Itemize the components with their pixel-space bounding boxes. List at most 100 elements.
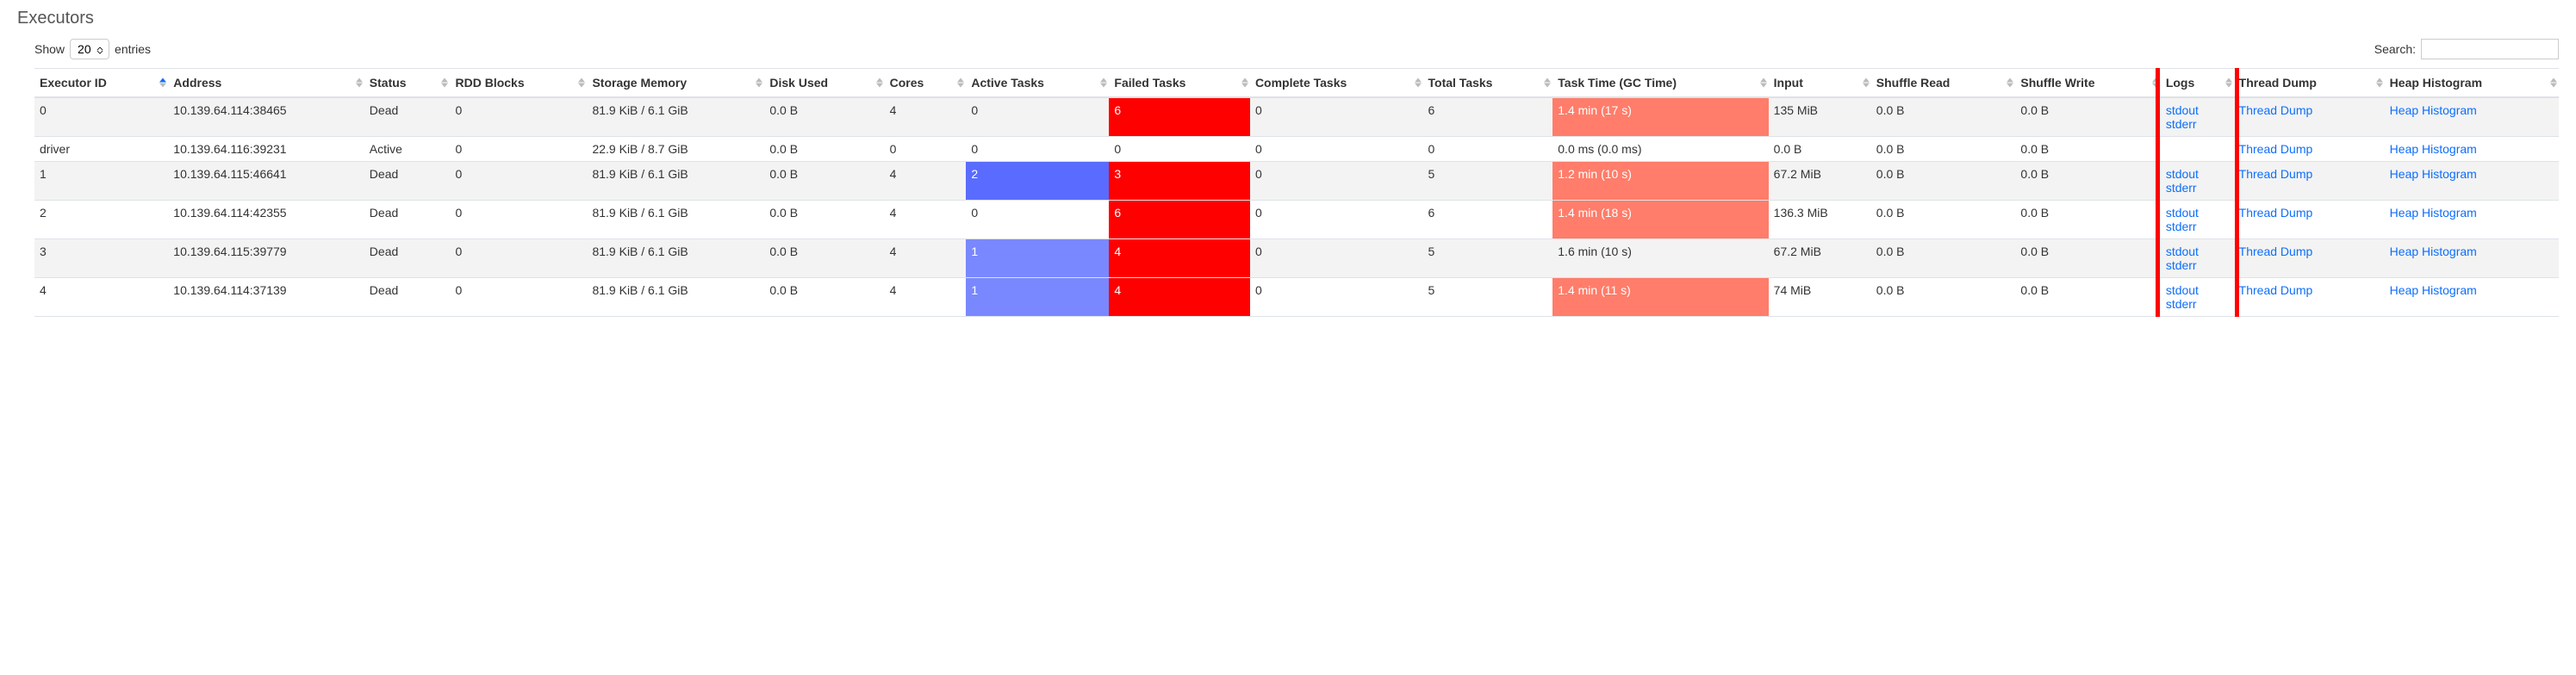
cell-shuffle_read: 0.0 B bbox=[1871, 162, 2016, 201]
sort-icon bbox=[2152, 78, 2159, 88]
col-complete_tasks[interactable]: Complete Tasks bbox=[1250, 69, 1423, 98]
cell-cores: 4 bbox=[885, 278, 967, 317]
heap-histogram-link[interactable]: Heap Histogram bbox=[2390, 245, 2477, 258]
cell-logs: stdout stderr bbox=[2161, 278, 2234, 317]
thread-dump-link[interactable]: Thread Dump bbox=[2239, 206, 2313, 220]
cell-total_tasks: 5 bbox=[1423, 278, 1553, 317]
cell-input: 136.3 MiB bbox=[1769, 201, 1871, 239]
stdout-link[interactable]: stdout bbox=[2166, 167, 2229, 181]
thread-dump-link[interactable]: Thread Dump bbox=[2239, 103, 2313, 117]
stdout-link[interactable]: stdout bbox=[2166, 245, 2229, 258]
executors-table: Executor ID Address Status RDD Blocks St… bbox=[34, 68, 2559, 317]
col-logs[interactable]: Logs bbox=[2161, 69, 2234, 98]
cell-shuffle_read: 0.0 B bbox=[1871, 278, 2016, 317]
col-rdd_blocks[interactable]: RDD Blocks bbox=[450, 69, 587, 98]
col-disk_used[interactable]: Disk Used bbox=[764, 69, 884, 98]
col-cores[interactable]: Cores bbox=[885, 69, 967, 98]
stderr-link[interactable]: stderr bbox=[2166, 258, 2229, 272]
heap-histogram-link[interactable]: Heap Histogram bbox=[2390, 283, 2477, 297]
col-executor_id[interactable]: Executor ID bbox=[34, 69, 168, 98]
cell-status: Active bbox=[364, 137, 451, 162]
cell-active_tasks: 0 bbox=[966, 97, 1109, 137]
heap-histogram-link[interactable]: Heap Histogram bbox=[2390, 103, 2477, 117]
stderr-link[interactable]: stderr bbox=[2166, 297, 2229, 311]
cell-status: Dead bbox=[364, 97, 451, 137]
sort-icon bbox=[756, 78, 762, 88]
show-label-pre: Show bbox=[34, 42, 65, 56]
cell-rdd_blocks: 0 bbox=[450, 239, 587, 278]
col-label: Task Time (GC Time) bbox=[1558, 76, 1677, 90]
sort-icon bbox=[441, 78, 448, 88]
cell-address: 10.139.64.115:39779 bbox=[168, 239, 364, 278]
heap-histogram-link[interactable]: Heap Histogram bbox=[2390, 142, 2477, 156]
col-input[interactable]: Input bbox=[1769, 69, 1871, 98]
stdout-link[interactable]: stdout bbox=[2166, 103, 2229, 117]
show-entries: Show 20 entries bbox=[34, 39, 151, 59]
stderr-link[interactable]: stderr bbox=[2166, 117, 2229, 131]
cell-failed_tasks: 4 bbox=[1109, 239, 1250, 278]
cell-executor_id: 2 bbox=[34, 201, 168, 239]
col-total_tasks[interactable]: Total Tasks bbox=[1423, 69, 1553, 98]
col-shuffle_write[interactable]: Shuffle Write bbox=[2015, 69, 2160, 98]
col-label: Cores bbox=[890, 76, 924, 90]
cell-failed_tasks: 4 bbox=[1109, 278, 1250, 317]
heap-histogram-link[interactable]: Heap Histogram bbox=[2390, 167, 2477, 181]
table-row: 410.139.64.114:37139Dead081.9 KiB / 6.1 … bbox=[34, 278, 2559, 317]
sort-icon bbox=[2225, 78, 2232, 88]
stderr-link[interactable]: stderr bbox=[2166, 220, 2229, 233]
sort-icon bbox=[1415, 78, 1422, 88]
col-active_tasks[interactable]: Active Tasks bbox=[966, 69, 1109, 98]
cell-executor_id: 3 bbox=[34, 239, 168, 278]
cell-input: 0.0 B bbox=[1769, 137, 1871, 162]
stdout-link[interactable]: stdout bbox=[2166, 283, 2229, 297]
table-controls: Show 20 entries Search: bbox=[34, 39, 2559, 59]
thread-dump-link[interactable]: Thread Dump bbox=[2239, 167, 2313, 181]
col-label: Executor ID bbox=[40, 76, 107, 90]
cell-thread-dump: Thread Dump bbox=[2234, 278, 2385, 317]
entries-select[interactable]: 20 bbox=[70, 39, 109, 59]
col-label: Address bbox=[173, 76, 221, 90]
cell-task_time: 1.4 min (11 s) bbox=[1552, 278, 1768, 317]
cell-total_tasks: 6 bbox=[1423, 97, 1553, 137]
cell-input: 135 MiB bbox=[1769, 97, 1871, 137]
cell-shuffle_read: 0.0 B bbox=[1871, 239, 2016, 278]
sort-icon bbox=[876, 78, 883, 88]
col-heap_histogram[interactable]: Heap Histogram bbox=[2385, 69, 2559, 98]
sort-icon bbox=[2007, 78, 2013, 88]
col-label: Shuffle Read bbox=[1876, 76, 1951, 90]
col-label: Storage Memory bbox=[592, 76, 687, 90]
col-task_time[interactable]: Task Time (GC Time) bbox=[1552, 69, 1768, 98]
col-storage_memory[interactable]: Storage Memory bbox=[587, 69, 764, 98]
sort-icon bbox=[1544, 78, 1551, 88]
cell-rdd_blocks: 0 bbox=[450, 201, 587, 239]
thread-dump-link[interactable]: Thread Dump bbox=[2239, 142, 2313, 156]
heap-histogram-link[interactable]: Heap Histogram bbox=[2390, 206, 2477, 220]
cell-thread-dump: Thread Dump bbox=[2234, 162, 2385, 201]
thread-dump-link[interactable]: Thread Dump bbox=[2239, 245, 2313, 258]
cell-shuffle_write: 0.0 B bbox=[2015, 97, 2160, 137]
col-address[interactable]: Address bbox=[168, 69, 364, 98]
stderr-link[interactable]: stderr bbox=[2166, 181, 2229, 195]
col-label: Active Tasks bbox=[971, 76, 1044, 90]
table-body: 010.139.64.114:38465Dead081.9 KiB / 6.1 … bbox=[34, 97, 2559, 317]
sort-icon bbox=[1760, 78, 1767, 88]
col-status[interactable]: Status bbox=[364, 69, 451, 98]
cell-heap-histogram: Heap Histogram bbox=[2385, 239, 2559, 278]
thread-dump-link[interactable]: Thread Dump bbox=[2239, 283, 2313, 297]
cell-logs: stdout stderr bbox=[2161, 239, 2234, 278]
cell-task_time: 1.4 min (17 s) bbox=[1552, 97, 1768, 137]
cell-heap-histogram: Heap Histogram bbox=[2385, 97, 2559, 137]
search-input[interactable] bbox=[2421, 39, 2559, 59]
cell-total_tasks: 5 bbox=[1423, 239, 1553, 278]
stdout-link[interactable]: stdout bbox=[2166, 206, 2229, 220]
cell-rdd_blocks: 0 bbox=[450, 97, 587, 137]
executors-table-wrap: Executor ID Address Status RDD Blocks St… bbox=[34, 68, 2559, 317]
col-failed_tasks[interactable]: Failed Tasks bbox=[1109, 69, 1250, 98]
cell-storage_memory: 81.9 KiB / 6.1 GiB bbox=[587, 162, 764, 201]
col-thread_dump[interactable]: Thread Dump bbox=[2234, 69, 2385, 98]
col-label: RDD Blocks bbox=[455, 76, 524, 90]
col-shuffle_read[interactable]: Shuffle Read bbox=[1871, 69, 2016, 98]
col-label: Heap Histogram bbox=[2390, 76, 2482, 90]
cell-shuffle_read: 0.0 B bbox=[1871, 137, 2016, 162]
cell-logs: stdout stderr bbox=[2161, 97, 2234, 137]
